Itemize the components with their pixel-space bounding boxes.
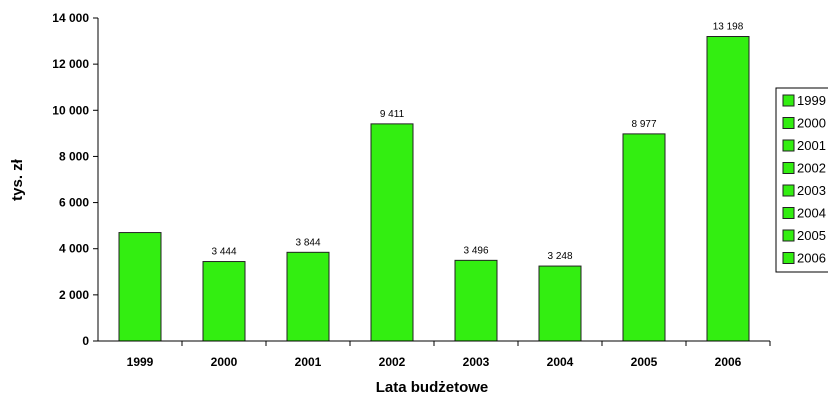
- y-axis-ticks: 0 2 000 4 000 6 000 8 000 10 000 12 000 14 000: [52, 11, 98, 348]
- legend-entry-2000: 2000: [797, 116, 826, 131]
- legend-entry-2002: 2002: [797, 161, 826, 176]
- bar-2002: [370, 123, 414, 342]
- legend-entry-2005: 2005: [797, 228, 826, 243]
- data-label-2000: 3 444: [211, 247, 236, 258]
- x-tick-label-1999: 1999: [127, 355, 154, 369]
- legend-swatch: [782, 117, 795, 129]
- y-tick-label: 10 000: [52, 103, 89, 117]
- x-tick-label-2004: 2004: [547, 355, 574, 369]
- y-tick-label: 14 000: [52, 11, 89, 25]
- bar-2000: [202, 261, 246, 342]
- data-label-2004: 3 248: [547, 251, 572, 262]
- legend-swatch: [782, 184, 795, 197]
- legend-entry-1999: 1999: [797, 93, 826, 108]
- bar-1999: [118, 232, 162, 342]
- bar-2003: [454, 259, 498, 342]
- x-tick-label-2005: 2005: [631, 355, 658, 369]
- legend-swatch: [782, 229, 795, 242]
- data-label-2006: 13 198: [713, 22, 744, 33]
- bar-2005: [622, 133, 666, 342]
- y-tick-label: 4 000: [59, 242, 89, 256]
- x-tick-label-2006: 2006: [715, 355, 742, 369]
- bar-2004: [538, 265, 582, 342]
- x-axis-title: Lata budżetowe: [376, 379, 489, 396]
- legend-swatch: [782, 252, 795, 264]
- data-label-2003: 3 496: [463, 245, 488, 256]
- legend-swatch: [782, 207, 795, 219]
- legend-entry-2001: 2001: [797, 138, 826, 153]
- bar-2006: [706, 36, 750, 342]
- y-tick-label: 2 000: [59, 288, 89, 302]
- legend-swatch: [782, 162, 795, 174]
- y-axis-title: tys. zł: [9, 158, 26, 201]
- x-tick-label-2002: 2002: [379, 355, 406, 369]
- legend: 1999 2000 2001 2002 2003 2004 2005 2006: [775, 87, 828, 273]
- legend-swatch: [782, 94, 795, 107]
- y-tick-label: 0: [82, 334, 89, 348]
- x-tick-label-2000: 2000: [211, 355, 238, 369]
- legend-entry-2006: 2006: [797, 251, 826, 266]
- y-tick-label: 6 000: [59, 196, 89, 210]
- legend-entry-2004: 2004: [797, 206, 826, 221]
- data-label-2005: 8 977: [631, 119, 656, 130]
- x-tick-label-2001: 2001: [295, 355, 322, 369]
- x-axis-ticks: 1999 2000 2001 2002 2003 2004 2005 2006: [127, 341, 771, 369]
- y-tick-label: 8 000: [59, 149, 89, 163]
- y-tick-label: 12 000: [52, 57, 89, 71]
- bar-2001: [286, 251, 330, 342]
- data-label-2002: 9 411: [380, 109, 405, 120]
- legend-swatch: [782, 139, 795, 152]
- legend-entry-2003: 2003: [797, 183, 826, 198]
- x-tick-label-2003: 2003: [463, 355, 490, 369]
- bars: 3 444 3 844 9 411 3 496 3 248 8 977 13 198: [118, 22, 750, 342]
- data-label-2001: 3 844: [295, 237, 320, 248]
